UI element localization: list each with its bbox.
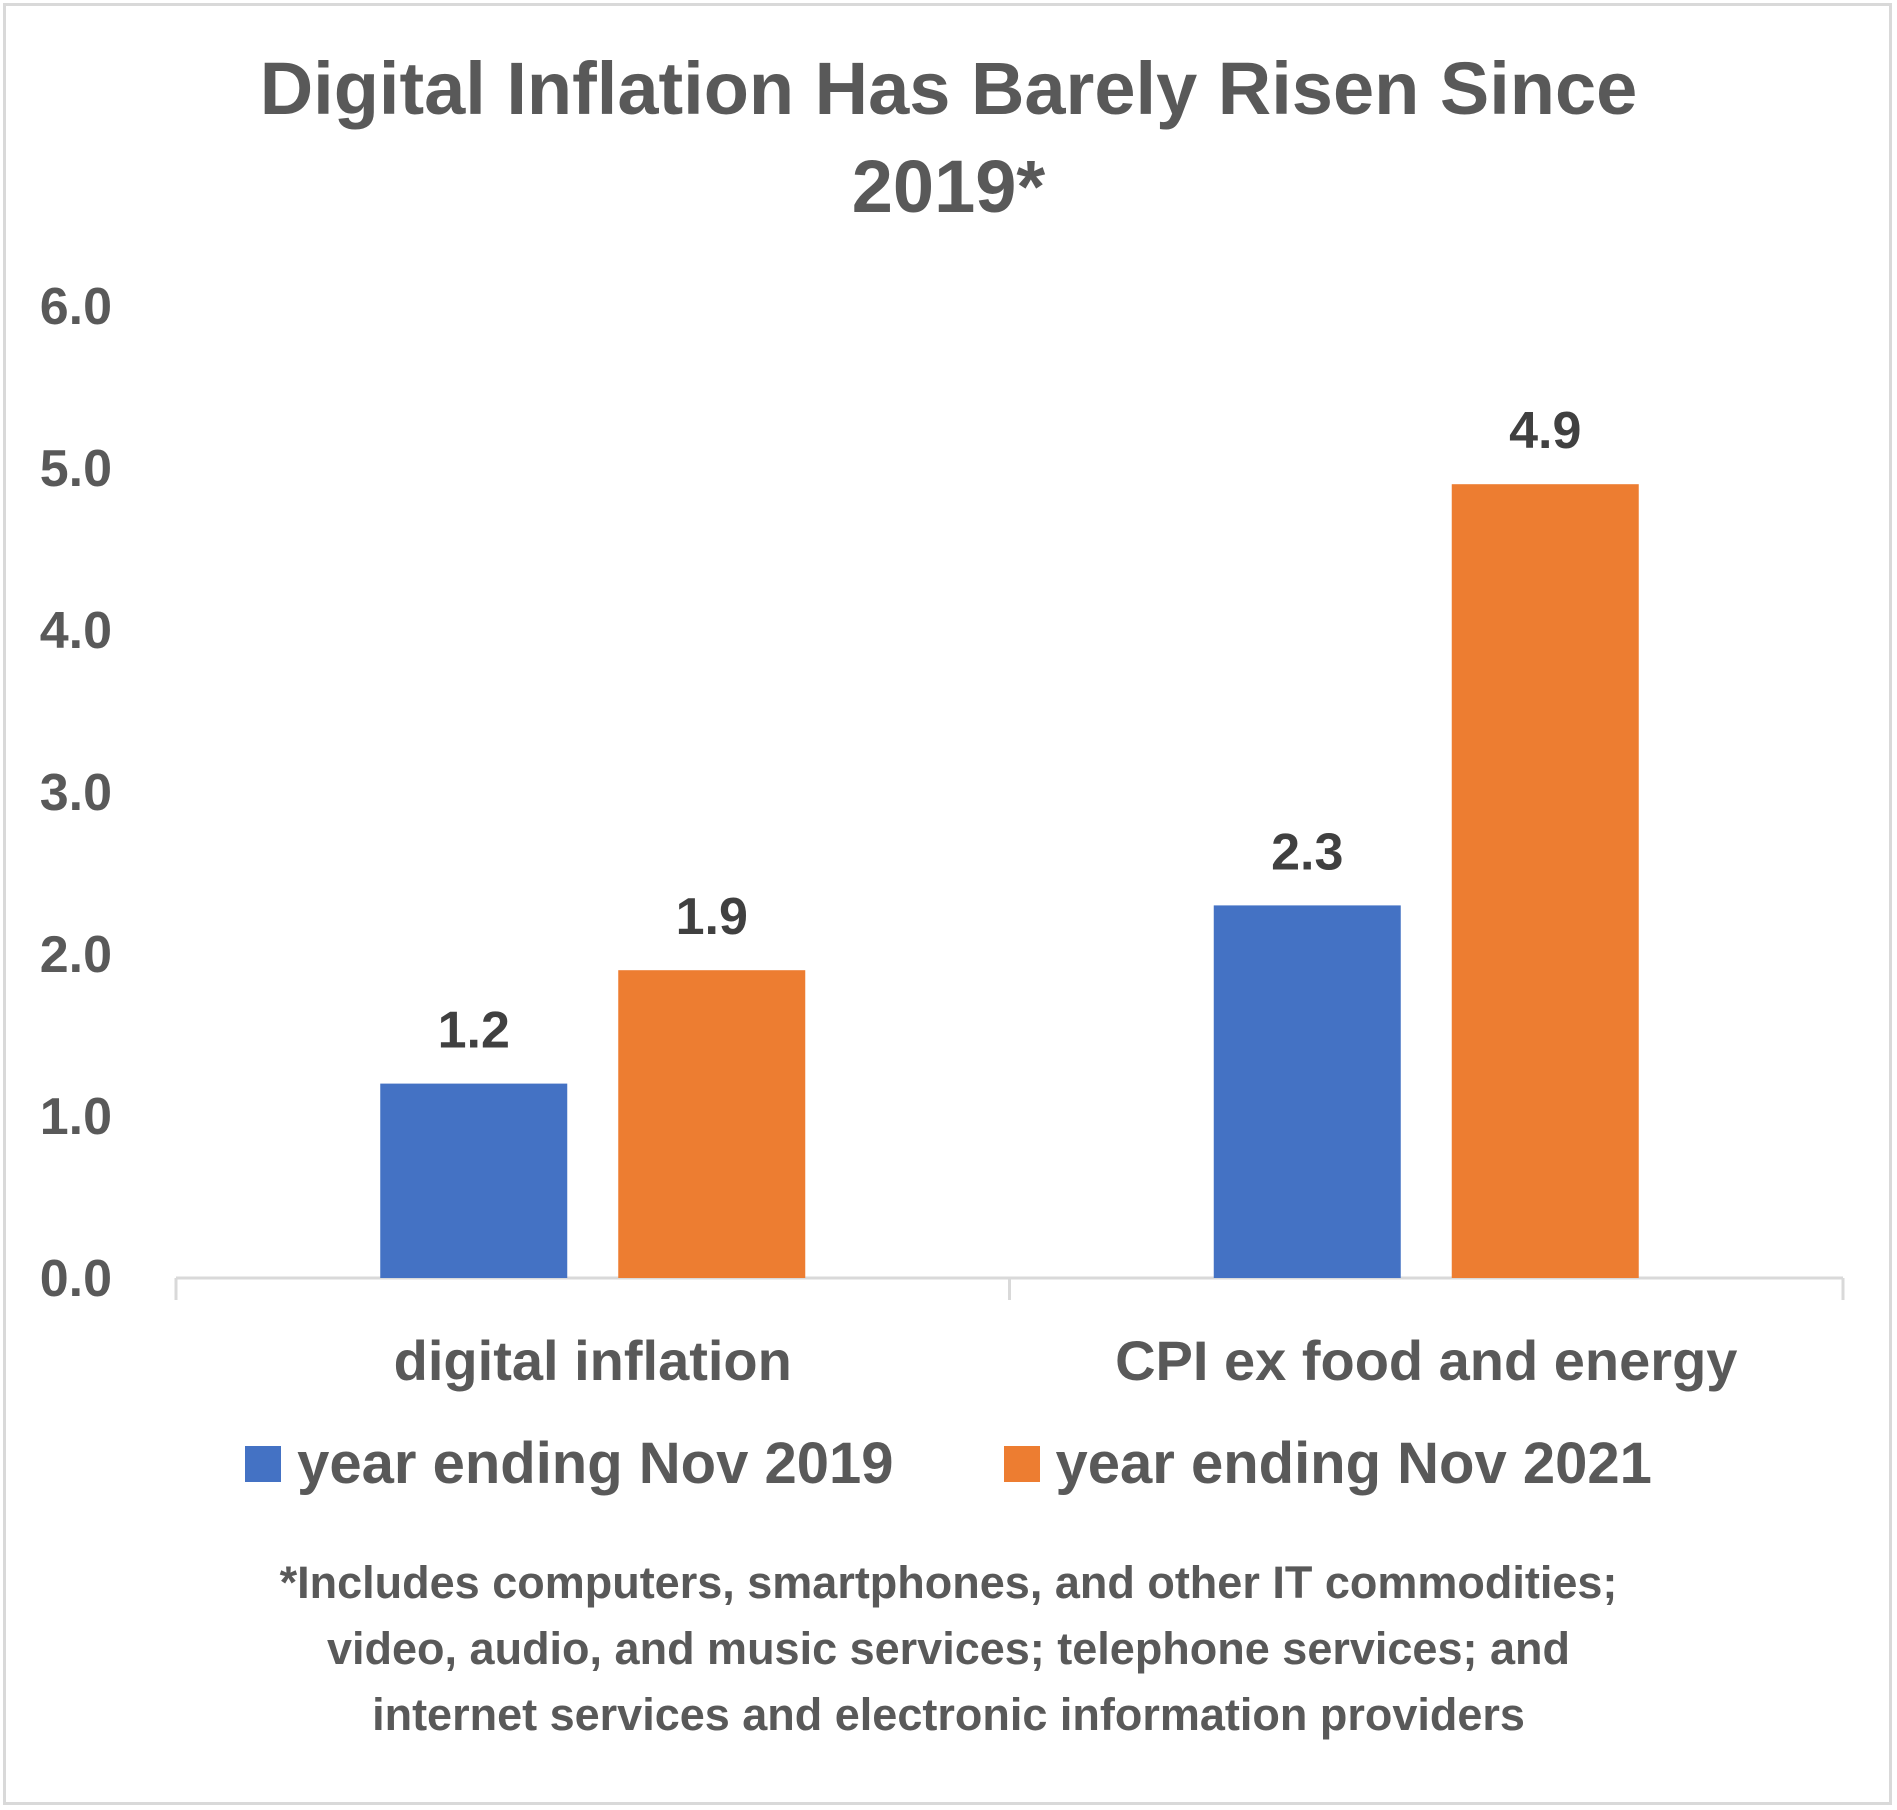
legend-item-2021: year ending Nov 2021 xyxy=(1003,1430,1652,1497)
legend-swatch-2021 xyxy=(1003,1445,1040,1482)
data-label: 1.9 xyxy=(676,888,748,946)
chart-title-line-1: Digital Inflation Has Barely Risen Since xyxy=(259,47,1638,130)
y-tick-label: 1.0 xyxy=(40,1088,112,1146)
chart-title-line-2: 2019* xyxy=(851,145,1046,228)
y-tick-label: 4.0 xyxy=(40,602,112,660)
bar xyxy=(380,1083,568,1278)
footnote-line-3: internet services and electronic informa… xyxy=(372,1689,1525,1740)
bar xyxy=(1451,484,1639,1278)
data-label: 2.3 xyxy=(1271,823,1343,881)
bar-chart-plot: 0.0 1.0 2.0 3.0 4.0 5.0 6.0 1.2 1.9 digital infla… xyxy=(40,278,1845,1392)
y-tick-label: 0.0 xyxy=(40,1250,112,1308)
bar xyxy=(1213,905,1401,1278)
category-label: CPI ex food and energy xyxy=(1115,1329,1737,1392)
legend-swatch-2019 xyxy=(245,1445,282,1482)
y-tick-label: 5.0 xyxy=(40,440,112,498)
y-tick-label: 3.0 xyxy=(40,764,112,822)
legend-label-2019: year ending Nov 2019 xyxy=(297,1431,894,1496)
footnote-line-2: video, audio, and music services; teleph… xyxy=(327,1623,1570,1674)
footnote-line-1: *Includes computers, smartphones, and ot… xyxy=(279,1557,1618,1608)
y-tick-label: 6.0 xyxy=(40,278,112,336)
footnote: *Includes computers, smartphones, and ot… xyxy=(180,1550,1717,1748)
y-tick-label: 2.0 xyxy=(40,926,112,984)
legend: year ending Nov 2019 year ending Nov 202… xyxy=(0,1430,1897,1497)
data-label: 1.2 xyxy=(438,1002,510,1060)
data-label: 4.9 xyxy=(1509,402,1581,460)
legend-label-2021: year ending Nov 2021 xyxy=(1055,1431,1652,1496)
legend-item-2019: year ending Nov 2019 xyxy=(245,1430,894,1497)
bar xyxy=(618,970,806,1278)
category-label: digital inflation xyxy=(394,1329,792,1392)
chart-title: Digital Inflation Has Barely Risen Since… xyxy=(0,40,1897,236)
